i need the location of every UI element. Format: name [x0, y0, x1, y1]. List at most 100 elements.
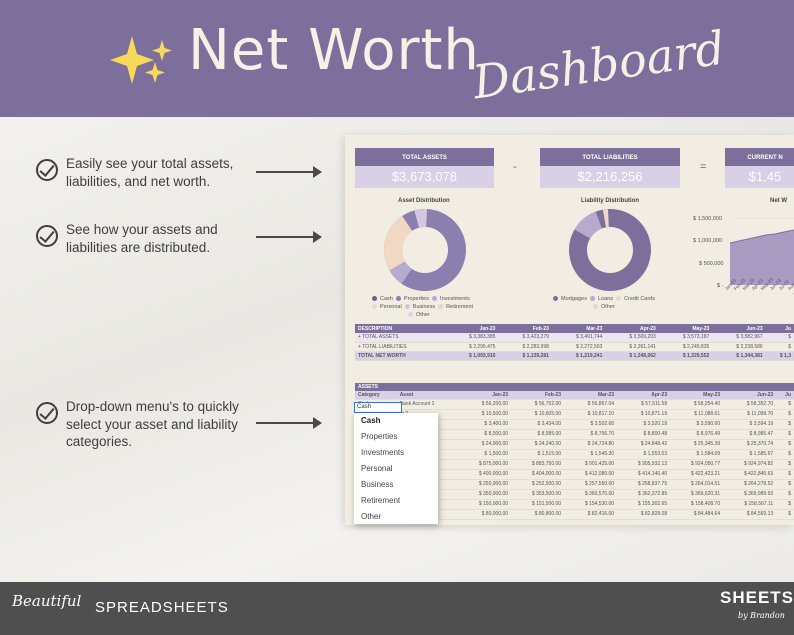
assets-cell[interactable]: $ 158,567.11 — [723, 499, 777, 510]
assets-cell[interactable]: $ 80,800.00 — [511, 509, 565, 520]
category-cell-selected[interactable]: Cash — [354, 402, 402, 413]
assets-cell[interactable]: $ 369,620.31 — [670, 489, 724, 500]
assets-cell[interactable]: $ — [776, 409, 794, 420]
assets-cell[interactable]: $ 24,848.42 — [617, 439, 671, 450]
assets-cell[interactable]: $ 151,500.00 — [511, 499, 565, 510]
assets-cell[interactable]: $ 10,871.19 — [617, 409, 671, 420]
assets-cell[interactable]: $ 404,000.00 — [511, 469, 565, 480]
dropdown-option[interactable]: Other — [361, 512, 382, 521]
assets-cell[interactable]: $ 422,423.21 — [670, 469, 724, 480]
assets-cell[interactable]: $ 8,985.47 — [723, 429, 777, 440]
assets-cell[interactable]: $ 1,545.30 — [564, 449, 618, 460]
assets-cell[interactable]: $ 150,000.00 — [458, 499, 512, 510]
summary-cell[interactable]: + TOTAL ASSETS — [355, 333, 445, 343]
assets-cell[interactable]: $ 3,520.19 — [617, 419, 671, 430]
dropdown-option[interactable]: Retirement — [361, 496, 401, 505]
assets-cell[interactable]: $ 257,550.00 — [564, 479, 618, 490]
assets-cell[interactable]: $ 24,724.80 — [564, 439, 618, 450]
category-dropdown-menu[interactable]: Cash Properties Investments Personal Busines… — [354, 413, 438, 524]
assets-cell[interactable]: $ 155,302.65 — [617, 499, 671, 510]
assets-cell[interactable]: $ 80,000.00 — [458, 509, 512, 520]
summary-cell[interactable]: $ — [765, 333, 794, 343]
assets-cell[interactable]: $ 56,200.00 — [458, 399, 512, 410]
assets-cell[interactable]: $ 369,989.93 — [723, 489, 777, 500]
assets-cell[interactable]: $ 3,502.68 — [564, 419, 618, 430]
summary-cell[interactable]: $ 1,3 — [765, 351, 794, 361]
assets-cell[interactable]: $ 350,000.00 — [458, 489, 512, 500]
assets-cell[interactable]: $ 924,050.77 — [670, 459, 724, 470]
assets-cell[interactable]: Bank Account 1 — [396, 399, 459, 410]
assets-cell[interactable]: $ 10,817.10 — [564, 409, 618, 420]
assets-cell[interactable]: $ 422,845.63 — [723, 469, 777, 480]
assets-cell[interactable]: $ 901,425.00 — [564, 459, 618, 470]
assets-cell[interactable]: $ 3,400.00 — [458, 419, 512, 430]
assets-cell[interactable]: $ 58,254.40 — [670, 399, 724, 410]
assets-cell[interactable]: $ 154,530.00 — [564, 499, 618, 510]
assets-cell[interactable]: $ 56,752.00 — [511, 399, 565, 410]
assets-cell[interactable]: $ 25,345.39 — [670, 439, 724, 450]
dropdown-option[interactable]: Cash — [361, 416, 381, 425]
assets-cell[interactable]: $ 82,416.00 — [564, 509, 618, 520]
summary-cell[interactable]: + TOTAL LIABILITIES — [355, 342, 445, 352]
assets-cell[interactable]: $ — [776, 469, 794, 480]
assets-cell[interactable]: $ 264,278.52 — [723, 479, 777, 490]
dropdown-option[interactable]: Investments — [361, 448, 405, 457]
assets-cell[interactable]: $ 400,000.00 — [458, 469, 512, 480]
summary-cell[interactable]: $ 1,219,241 — [551, 351, 606, 361]
assets-cell[interactable]: $ — [776, 419, 794, 430]
assets-cell[interactable]: $ 414,140.40 — [617, 469, 671, 480]
assets-cell[interactable]: $ 875,000.00 — [458, 459, 512, 470]
dropdown-option[interactable]: Personal — [361, 464, 393, 473]
assets-cell[interactable]: $ 24,240.00 — [511, 439, 565, 450]
assets-cell[interactable]: $ 82,828.08 — [617, 509, 671, 520]
dropdown-option[interactable]: Business — [361, 480, 394, 489]
summary-cell[interactable]: $ 1,344,381 — [712, 351, 766, 361]
summary-cell[interactable]: $ 2,261,141 — [605, 342, 659, 352]
assets-cell[interactable]: $ — [776, 479, 794, 490]
assets-cell[interactable]: $ 3,434.00 — [511, 419, 565, 430]
assets-cell[interactable]: $ 84,569.13 — [723, 509, 777, 520]
assets-cell[interactable]: $ 258,837.75 — [617, 479, 671, 490]
assets-cell[interactable]: $ — [776, 459, 794, 470]
assets-cell[interactable]: $ 412,080.00 — [564, 469, 618, 480]
assets-cell[interactable]: $ 353,500.00 — [511, 489, 565, 500]
dropdown-option[interactable]: Properties — [361, 432, 398, 441]
assets-cell[interactable]: $ 84,484.64 — [670, 509, 724, 520]
summary-cell[interactable]: $ 2,295,475 — [445, 342, 499, 352]
assets-cell[interactable]: $ 57,511.58 — [617, 399, 671, 410]
summary-cell[interactable]: $ 3,491,744 — [551, 333, 606, 343]
assets-cell[interactable]: $ 1,515.00 — [511, 449, 565, 460]
assets-cell[interactable]: $ 56,867.04 — [564, 399, 618, 410]
assets-cell[interactable]: $ 11,088.61 — [670, 409, 724, 420]
assets-cell[interactable]: $ — [776, 489, 794, 500]
assets-cell[interactable]: $ 8,976.49 — [670, 429, 724, 440]
assets-cell[interactable]: $ — [776, 429, 794, 440]
assets-cell[interactable]: $ — [776, 449, 794, 460]
assets-cell[interactable]: $ 264,014.51 — [670, 479, 724, 490]
assets-cell[interactable]: $ 3,594.19 — [723, 419, 777, 430]
assets-cell[interactable]: $ 8,585.00 — [511, 429, 565, 440]
summary-cell[interactable]: $ 2,272,503 — [551, 342, 606, 352]
assets-cell[interactable]: $ 1,585.67 — [723, 449, 777, 460]
summary-cell[interactable]: $ 3,423,279 — [498, 333, 552, 343]
assets-cell[interactable]: $ 10,605.00 — [511, 409, 565, 420]
summary-cell[interactable]: $ — [765, 342, 794, 352]
summary-cell[interactable]: $ 3,383,385 — [445, 333, 499, 343]
assets-cell[interactable]: $ 362,372.85 — [617, 489, 671, 500]
assets-cell[interactable]: $ 8,800.48 — [617, 429, 671, 440]
summary-cell[interactable]: $ 2,238,586 — [712, 342, 766, 352]
assets-cell[interactable]: $ 24,000.00 — [458, 439, 512, 450]
assets-cell[interactable]: $ — [776, 399, 794, 410]
summary-cell[interactable]: $ 1,248,062 — [605, 351, 659, 361]
assets-cell[interactable]: $ 10,500.00 — [458, 409, 512, 420]
assets-cell[interactable]: $ 1,553.03 — [617, 449, 671, 460]
assets-cell[interactable]: $ 252,500.00 — [511, 479, 565, 490]
summary-cell[interactable]: $ 1,139,281 — [498, 351, 552, 361]
assets-cell[interactable]: $ 58,352.70 — [723, 399, 777, 410]
summary-cell[interactable]: $ 1,093,910 — [445, 351, 499, 361]
summary-cell[interactable]: $ 2,249,835 — [658, 342, 713, 352]
assets-cell[interactable]: $ 1,584.09 — [670, 449, 724, 460]
assets-cell[interactable]: $ 8,500.00 — [458, 429, 512, 440]
assets-cell[interactable]: $ 360,570.00 — [564, 489, 618, 500]
assets-cell[interactable]: $ — [776, 509, 794, 520]
